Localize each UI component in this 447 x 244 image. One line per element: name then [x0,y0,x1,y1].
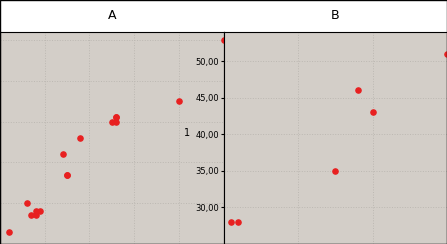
Point [63,173,71,177]
Point [443,52,447,56]
Point [369,110,376,114]
Y-axis label: 1: 1 [184,128,190,138]
Point [235,220,242,224]
Point [108,120,115,123]
Point [228,220,235,224]
Text: B: B [331,9,340,22]
Point [59,152,66,156]
Point [32,209,39,213]
Point [113,120,120,123]
Point [332,169,339,173]
Point [37,209,44,213]
Point [220,38,227,42]
Point [23,201,30,205]
Text: A: A [107,9,116,22]
Point [28,214,35,217]
Point [175,99,182,103]
Point [5,230,13,234]
Point [77,136,84,140]
Point [354,88,361,92]
Point [113,115,120,119]
Point [63,173,71,177]
Point [32,214,39,217]
Point [113,115,120,119]
